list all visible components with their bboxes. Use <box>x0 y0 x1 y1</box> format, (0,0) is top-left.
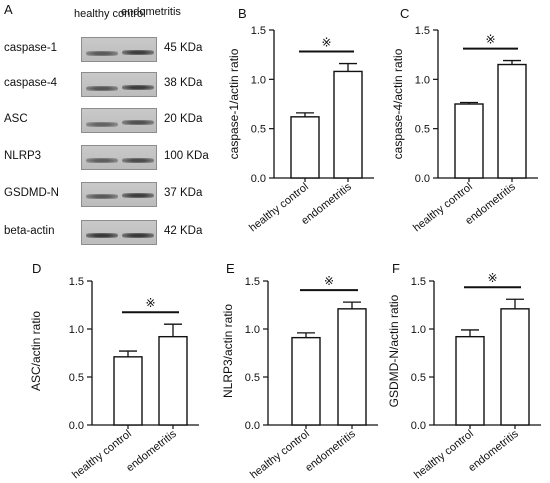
y-axis-label: ASC/actin ratio <box>29 311 43 391</box>
blot-row-label: caspase-4 <box>4 77 58 89</box>
y-tick-label: 1.0 <box>69 324 84 336</box>
bar-endometritis <box>497 63 527 179</box>
significance-marker: ※ <box>487 271 497 285</box>
panel-letter: C <box>400 6 409 21</box>
blot-band-healthy <box>86 233 118 238</box>
blot-strip <box>81 182 157 207</box>
y-tick-label: 0.0 <box>411 420 426 432</box>
y-axis-label: GSDMD-N/actin ratio <box>387 294 401 407</box>
blot-band-endometritis <box>122 120 154 125</box>
blot-row-label: beta-actin <box>4 225 55 237</box>
blot-band-endometritis <box>122 85 154 90</box>
blot-strip <box>81 37 157 62</box>
y-axis-label: caspase-4/actin ratio <box>391 48 405 159</box>
y-tick-label: 1.0 <box>415 74 430 86</box>
blot-band-endometritis <box>122 158 154 163</box>
x-tick-label-healthy: healthy control <box>247 181 311 235</box>
bar-chart-e: E NLRP3/actin ratio 0.0 0.5 1.0 1.5 healthy co… <box>221 261 378 482</box>
significance-marker: ※ <box>321 36 331 50</box>
blot-row-kda: 20 KDa <box>164 113 203 125</box>
blot-band-healthy <box>86 122 118 127</box>
x-tick-label-healthy: healthy control <box>412 428 476 482</box>
x-tick-label-healthy: healthy control <box>248 428 312 482</box>
blot-strip <box>81 220 157 245</box>
panel-letter-a: A <box>4 2 13 17</box>
y-tick-label: 0.5 <box>69 372 84 384</box>
blot-row-label: GSDMD-N <box>4 187 59 199</box>
bar-healthy-control <box>290 116 320 179</box>
blot-band-endometritis <box>122 193 154 198</box>
y-tick-label: 1.0 <box>411 324 426 336</box>
blot-row-kda: 37 KDa <box>164 187 203 199</box>
bar-endometritis <box>333 70 363 179</box>
y-tick-label: 0.0 <box>245 420 260 432</box>
blot-row-kda: 38 KDa <box>164 77 203 89</box>
blot-row-label: ASC <box>4 113 28 125</box>
blot-band-endometritis <box>122 233 154 238</box>
x-tick-label-endometritis: endometritis <box>466 428 521 475</box>
x-tick-label-endometritis: endometritis <box>303 428 358 475</box>
blot-band-healthy <box>86 194 118 199</box>
y-axis-label: NLRP3/actin ratio <box>221 304 235 398</box>
blot-row-label: NLRP3 <box>4 150 42 162</box>
y-tick-label: 1.0 <box>251 74 266 86</box>
bar-healthy-control <box>455 335 485 426</box>
bar-endometritis <box>337 308 367 426</box>
blot-column-header-healthy: healthy control <box>74 8 146 20</box>
y-tick-label: 0.0 <box>415 173 430 185</box>
y-tick-label: 1.5 <box>69 276 84 288</box>
bar-healthy-control <box>291 336 321 426</box>
significance-marker: ※ <box>485 33 495 47</box>
blot-strip <box>81 145 157 170</box>
blot-column-header-endometritis: endometritis <box>121 6 181 18</box>
y-tick-label: 0.5 <box>411 372 426 384</box>
y-tick-label: 0.0 <box>251 173 266 185</box>
y-tick-label: 1.5 <box>411 276 426 288</box>
bar-endometritis <box>158 335 188 426</box>
bar-chart-f: F GSDMD-N/actin ratio 0.0 0.5 1.0 1.5 healthy … <box>387 261 541 482</box>
blot-row-label: caspase-1 <box>4 42 58 54</box>
blot-row-kda: 45 KDa <box>164 42 203 54</box>
significance-marker: ※ <box>145 296 155 310</box>
y-tick-label: 1.5 <box>251 25 266 37</box>
y-tick-label: 0.5 <box>251 124 266 136</box>
blot-band-healthy <box>86 86 118 91</box>
y-tick-label: 1.0 <box>245 324 260 336</box>
blot-row-kda: 100 KDa <box>164 150 209 162</box>
blot-band-endometritis <box>122 50 154 55</box>
panel-letter: E <box>226 261 235 276</box>
y-tick-label: 1.5 <box>415 25 430 37</box>
y-axis-label: caspase-1/actin ratio <box>227 48 241 159</box>
bar-endometritis <box>500 308 530 426</box>
bar-chart-d: D ASC/actin ratio 0.0 0.5 1.0 1.5 healthy cont… <box>29 261 199 482</box>
y-tick-label: 1.5 <box>245 276 260 288</box>
y-tick-label: 0.5 <box>245 372 260 384</box>
blot-strip <box>81 72 157 97</box>
x-tick-label-endometritis: endometritis <box>124 428 179 475</box>
blot-band-healthy <box>86 158 118 163</box>
blot-strip <box>81 108 157 133</box>
bar-healthy-control <box>454 103 484 179</box>
y-tick-label: 0.0 <box>69 420 84 432</box>
panel-letter: F <box>392 261 400 276</box>
y-tick-label: 0.5 <box>415 124 430 136</box>
panel-letter: B <box>238 6 247 21</box>
blot-band-healthy <box>86 51 118 56</box>
x-tick-label-healthy: healthy control <box>411 181 475 235</box>
significance-marker: ※ <box>324 274 334 288</box>
panel-letter: D <box>32 261 41 276</box>
x-tick-label-healthy: healthy control <box>70 428 134 482</box>
bar-healthy-control <box>113 356 143 426</box>
blot-row-kda: 42 KDa <box>164 225 203 237</box>
